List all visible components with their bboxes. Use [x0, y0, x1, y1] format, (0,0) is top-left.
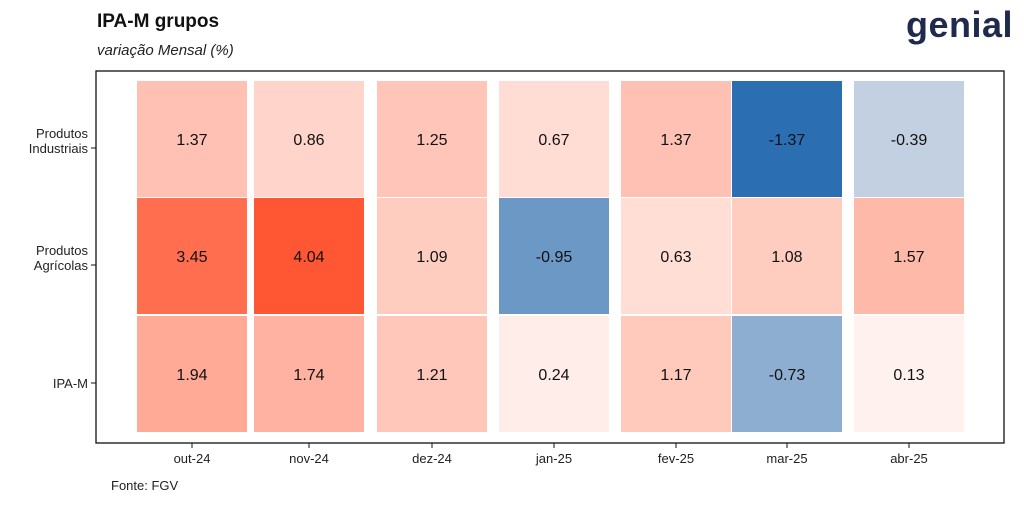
cell-value-label: -0.95 [536, 249, 573, 266]
heatmap-cell [621, 198, 731, 314]
heatmap-cell [732, 316, 842, 432]
cell-value-label: 0.13 [893, 367, 924, 384]
heatmap-cell [732, 198, 842, 314]
x-axis-labels: out-24 nov-24 dez-24 jan-25 fev-25 mar-25 abr-… [174, 443, 928, 466]
heatmap-cell [854, 316, 964, 432]
x-tick-label: mar-25 [766, 451, 807, 466]
chart-title: IPA-M grupos [97, 11, 220, 32]
genial-logo-icon: genial [906, 4, 1014, 45]
x-tick-label: nov-24 [289, 451, 329, 466]
heatmap-cell [137, 81, 247, 197]
cell-value-label: -1.37 [769, 132, 806, 149]
y-tick-label: IPA-M [53, 376, 88, 391]
heatmap-cell [732, 81, 842, 197]
cell-value-label: 1.08 [771, 249, 802, 266]
heatmap-cell [499, 81, 609, 197]
cell-value-label: 1.25 [416, 132, 447, 149]
x-tick-label: out-24 [174, 451, 211, 466]
heatmap-cell [137, 198, 247, 314]
x-tick-label: abr-25 [890, 451, 928, 466]
heatmap-cell [854, 81, 964, 197]
heatmap-cell [377, 316, 487, 432]
cell-value-label: 1.74 [293, 367, 324, 384]
cell-value-label: 1.37 [176, 132, 207, 149]
source-note: Fonte: FGV [111, 478, 179, 493]
cell-value-label: -0.73 [769, 367, 806, 384]
y-tick-label: Produtos Agrícolas [34, 243, 89, 273]
x-tick-label: fev-25 [658, 451, 694, 466]
heatmap-cell [854, 198, 964, 314]
cell-value-label: 1.57 [893, 249, 924, 266]
heatmap-cell [621, 81, 731, 197]
heatmap-cell [377, 81, 487, 197]
cell-value-label: 0.24 [538, 367, 569, 384]
heatmap-cell [621, 316, 731, 432]
cell-value-label: -0.39 [891, 132, 928, 149]
cell-value-label: 0.67 [538, 132, 569, 149]
cell-value-label: 0.63 [660, 249, 691, 266]
cell-value-label: 4.04 [293, 249, 324, 266]
heatmap-cells: 1.37 0.86 1.25 0.67 1.37 -1.37 -0.39 3.45 4.04 1.… [137, 81, 964, 432]
heatmap-cell [499, 198, 609, 314]
heatmap-cell [377, 198, 487, 314]
heatmap-cell [137, 316, 247, 432]
cell-value-label: 3.45 [176, 249, 207, 266]
heatmap-cell [499, 316, 609, 432]
cell-value-label: 1.09 [416, 249, 447, 266]
heatmap-cell [254, 198, 364, 314]
cell-value-label: 1.17 [660, 367, 691, 384]
chart-subtitle: variação Mensal (%) [97, 42, 234, 59]
x-tick-label: jan-25 [535, 451, 572, 466]
cell-value-label: 0.86 [293, 132, 324, 149]
brand-logo: genial [906, 4, 1013, 46]
cell-value-label: 1.94 [176, 367, 207, 384]
x-tick-label: dez-24 [412, 451, 452, 466]
cell-value-label: 1.37 [660, 132, 691, 149]
heatmap-cell [254, 316, 364, 432]
y-tick-label: Produtos Industriais [29, 126, 89, 156]
cell-value-label: 1.21 [416, 367, 447, 384]
y-axis-labels: Produtos Industriais Produtos Agrícolas IPA-… [29, 126, 96, 391]
heatmap-cell [254, 81, 364, 197]
